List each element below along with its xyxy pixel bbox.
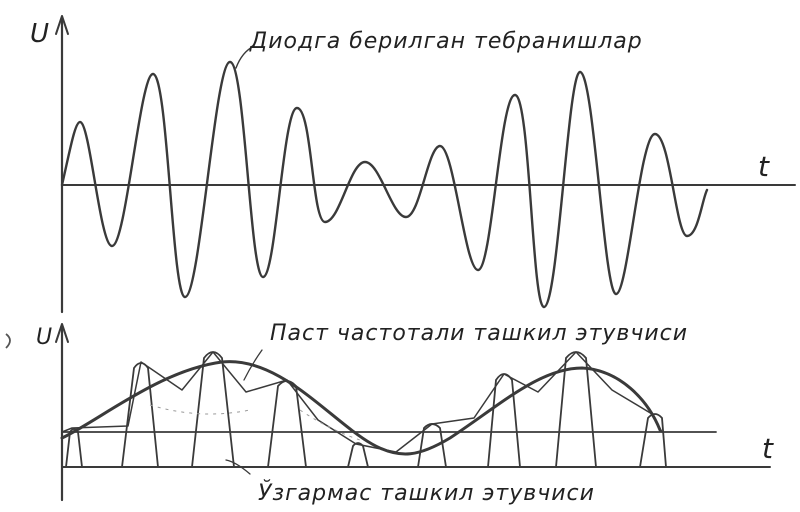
pulse (487, 373, 521, 468)
pulse (417, 423, 447, 468)
top-t-axis-label: t (758, 150, 770, 183)
low-frequency-component-curve (60, 360, 662, 456)
low-freq-caption-leader (243, 349, 263, 381)
top-u-axis-label: U (30, 19, 49, 49)
caption-applied-oscillations: Диодга берилган тебранишлар (249, 29, 643, 54)
faint-sketch-lines (149, 404, 361, 441)
bottom-u-axis-arrow-icon (55, 323, 69, 343)
dc-caption-leader (225, 459, 251, 475)
pulse-envelope (61, 351, 663, 453)
left-edge-mark (5, 333, 11, 349)
top-u-axis-arrow-icon (55, 15, 69, 35)
top-graph (55, 15, 796, 314)
pulse (121, 362, 159, 468)
pulse (267, 380, 307, 468)
bottom-u-axis-label: U (36, 325, 52, 350)
top-caption-leader (235, 45, 255, 69)
pulse (347, 442, 369, 468)
applied-oscillation-wave (60, 60, 709, 309)
pulse (65, 428, 83, 468)
pulse (639, 413, 667, 468)
bottom-graph (55, 323, 771, 502)
caption-dc-component: Ўзгармас ташкил этувчиси (258, 480, 595, 506)
faint-line (299, 409, 361, 441)
caption-low-frequency-component: Паст частотали ташкил этувчиси (270, 321, 688, 346)
faint-line (149, 404, 251, 415)
bottom-t-axis-label: t (762, 432, 774, 465)
